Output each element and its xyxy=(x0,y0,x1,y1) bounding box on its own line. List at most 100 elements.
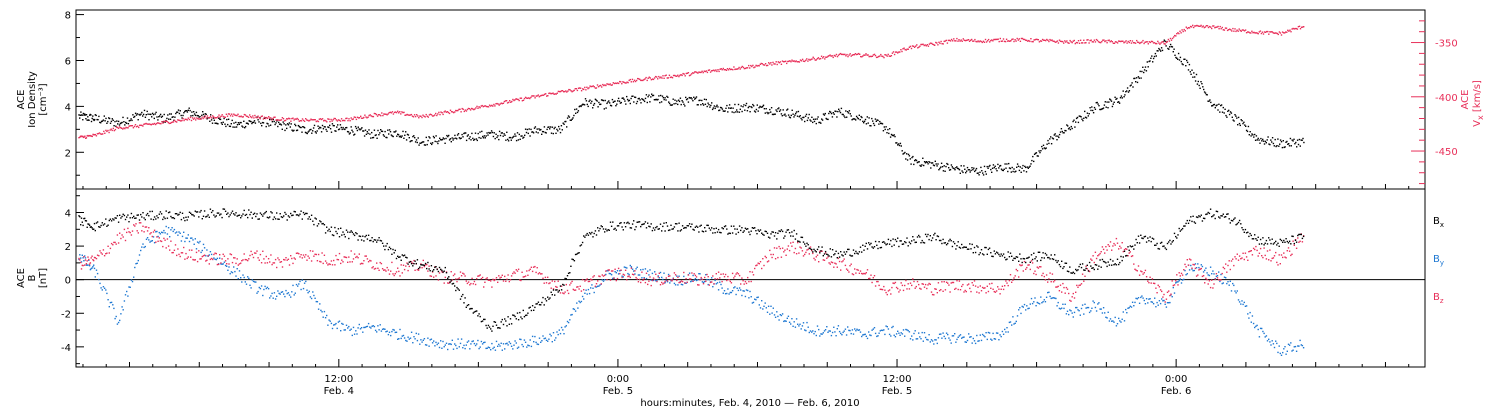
bz-point xyxy=(631,273,634,275)
velocity-point xyxy=(594,87,597,89)
by-point xyxy=(1138,302,1141,304)
bz-point xyxy=(758,263,760,265)
density-point xyxy=(665,99,667,101)
density-point xyxy=(1060,128,1063,130)
velocity-point xyxy=(347,119,349,122)
by-point xyxy=(258,286,260,289)
velocity-point xyxy=(1300,26,1303,28)
bz-point xyxy=(571,280,573,283)
density-point xyxy=(952,167,954,169)
density-point xyxy=(700,104,702,106)
bz-point xyxy=(754,267,756,270)
density-point xyxy=(608,100,610,102)
velocity-point xyxy=(993,38,995,41)
bz-point xyxy=(243,253,245,255)
bx-point xyxy=(210,211,213,214)
velocity-point xyxy=(911,45,914,47)
velocity-point xyxy=(1237,30,1239,32)
density-point xyxy=(1176,57,1178,59)
bz-point xyxy=(169,249,171,251)
velocity-point xyxy=(1070,41,1072,43)
by-point xyxy=(1125,308,1127,311)
velocity-point xyxy=(383,113,385,115)
by-point xyxy=(1087,306,1090,309)
by-point xyxy=(536,343,538,345)
density-point xyxy=(693,96,695,98)
velocity-point xyxy=(836,55,839,58)
by-point xyxy=(599,284,601,286)
bz-point xyxy=(256,250,258,252)
by-point xyxy=(363,326,365,329)
velocity-point xyxy=(1144,41,1146,43)
velocity-point xyxy=(1118,40,1120,42)
bx-point xyxy=(216,212,219,214)
density-point xyxy=(612,101,614,103)
bz-point xyxy=(720,273,722,275)
density-point xyxy=(308,130,310,132)
bx-point xyxy=(180,218,183,221)
velocity-point xyxy=(758,65,760,67)
bz-point xyxy=(1138,274,1141,276)
by-point xyxy=(628,273,630,276)
bz-point xyxy=(491,286,493,288)
velocity-point xyxy=(1294,27,1296,30)
density-point xyxy=(625,103,627,105)
density-point xyxy=(257,119,259,121)
bz-point xyxy=(599,275,601,278)
by-point xyxy=(415,332,417,335)
density-point xyxy=(190,115,192,117)
velocity-point xyxy=(827,55,829,58)
velocity-point xyxy=(875,56,878,59)
velocity-point xyxy=(1020,37,1023,40)
bz-point xyxy=(700,276,702,279)
density-point xyxy=(148,119,150,121)
density-point xyxy=(1190,73,1192,75)
density-point xyxy=(747,106,749,109)
bx-point xyxy=(206,215,208,218)
bz-point xyxy=(124,239,127,242)
density-point xyxy=(714,107,716,110)
velocity-point xyxy=(598,85,601,87)
velocity-point xyxy=(432,115,435,117)
density-point xyxy=(1228,113,1231,116)
by-point xyxy=(781,313,784,315)
by-point xyxy=(728,293,730,295)
density-point xyxy=(830,112,833,115)
bz-point xyxy=(93,259,95,262)
by-point xyxy=(1143,299,1145,302)
velocity-point xyxy=(444,110,446,112)
density-point xyxy=(1090,109,1092,112)
density-point xyxy=(892,135,894,137)
density-point xyxy=(969,171,971,173)
by-point xyxy=(449,343,451,345)
velocity-point xyxy=(1161,41,1163,43)
bz-point xyxy=(299,256,301,258)
density-point xyxy=(815,122,817,125)
bx-point xyxy=(124,218,127,221)
bz-point xyxy=(1112,245,1114,247)
by-point xyxy=(811,331,813,333)
density-point xyxy=(97,119,99,121)
density-point xyxy=(763,108,766,110)
bx-point xyxy=(314,217,316,219)
density-point xyxy=(1205,93,1208,96)
bz-point xyxy=(1282,256,1284,259)
by-point xyxy=(1122,311,1124,313)
density-point xyxy=(1128,90,1131,92)
density-point xyxy=(888,132,890,135)
by-point xyxy=(729,291,731,294)
by-point xyxy=(1009,321,1012,323)
by-point xyxy=(615,272,617,274)
density-point xyxy=(683,103,685,105)
density-point xyxy=(957,168,960,170)
by-point xyxy=(1207,274,1209,276)
legend-entry-0: Bx xyxy=(1433,216,1444,229)
velocity-point xyxy=(175,120,177,123)
density-point xyxy=(1015,170,1017,172)
density-point xyxy=(1281,146,1284,149)
by-point xyxy=(426,344,428,346)
bz-point xyxy=(1287,247,1290,249)
by-point xyxy=(1155,306,1157,308)
bx-point xyxy=(187,216,189,218)
bx-point xyxy=(169,211,171,213)
